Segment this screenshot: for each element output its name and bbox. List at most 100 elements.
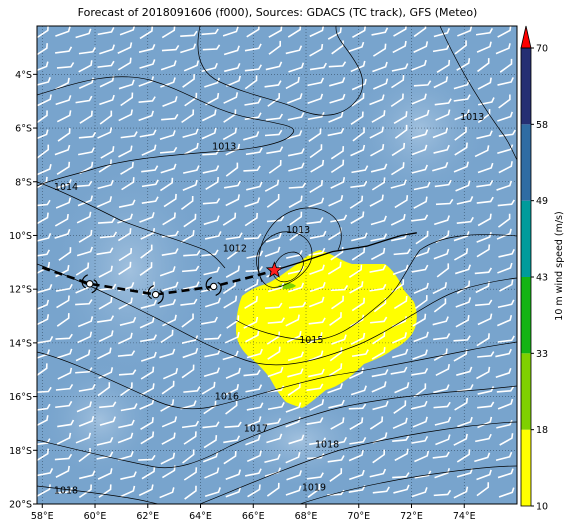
wind-barb xyxy=(499,58,513,73)
isobar-label: 1017 xyxy=(244,423,268,434)
wind-barb xyxy=(141,179,159,188)
wind-barb xyxy=(55,46,73,54)
wind-barb xyxy=(288,182,307,189)
wind-barb xyxy=(204,231,222,240)
wind-barb xyxy=(350,332,366,345)
colorbar-tick-label: 49 xyxy=(536,196,548,207)
lat-tick-label: 12°S xyxy=(9,285,32,296)
wind-barb xyxy=(55,465,71,478)
wind-barb xyxy=(454,109,470,121)
wind-barb xyxy=(477,77,492,90)
wind-barb xyxy=(161,416,178,428)
wind-barb xyxy=(477,313,493,326)
wind-barb xyxy=(138,484,154,497)
lat-tick-label: 10°S xyxy=(9,231,32,242)
wind-barb xyxy=(97,179,114,190)
wind-barb xyxy=(78,47,96,55)
wind-barb xyxy=(37,386,52,394)
wind-barb xyxy=(75,262,90,276)
wind-barb xyxy=(37,94,52,107)
wind-barb xyxy=(244,43,262,52)
wind-barb xyxy=(498,161,513,174)
lon-tick-label: 60°E xyxy=(84,511,107,522)
wind-barb xyxy=(370,233,388,242)
current-position-star xyxy=(265,261,284,278)
wind-barb xyxy=(373,78,389,90)
wind-barb xyxy=(306,417,324,425)
wind-barb xyxy=(349,436,367,445)
wind-barb xyxy=(309,230,327,240)
wind-barb xyxy=(497,213,511,228)
wind-barb xyxy=(309,264,325,275)
wind-barb xyxy=(288,162,305,172)
wind-barb xyxy=(140,227,156,240)
wind-barb xyxy=(226,245,240,260)
wind-barb xyxy=(223,45,240,56)
wind-barb xyxy=(99,44,116,55)
wind-barb xyxy=(352,26,367,39)
wind-barb xyxy=(161,248,179,257)
wind-barb xyxy=(140,351,157,362)
isobar-label: 1018 xyxy=(315,440,339,451)
wind-barb xyxy=(391,75,405,89)
wind-barb xyxy=(497,335,515,343)
wind-barb xyxy=(268,40,282,55)
wind-barb xyxy=(391,348,409,359)
wind-barb xyxy=(433,401,451,409)
wind-barb xyxy=(224,331,240,344)
colorbar-tick-label: 10 xyxy=(536,502,548,513)
wind-barb xyxy=(331,295,344,310)
wind-barb xyxy=(392,332,407,344)
wind-barb xyxy=(393,26,408,37)
wind-barb xyxy=(477,162,494,174)
wind-barb xyxy=(37,261,51,275)
wind-barb xyxy=(348,485,366,493)
wind-barb xyxy=(475,27,494,36)
longitude-ticks: 58°E 60°E 62°E 64°E 66°E 68°E 70°E 72°E 74°E xyxy=(31,504,476,522)
wind-barb xyxy=(225,162,239,177)
wind-barb xyxy=(306,383,324,392)
wind-barb xyxy=(223,92,239,104)
wind-barb xyxy=(183,386,201,393)
wind-barb xyxy=(57,367,73,380)
wind-barb xyxy=(267,385,285,393)
wind-barb xyxy=(76,246,94,257)
colorbar-segment xyxy=(521,48,531,125)
wind-barb xyxy=(267,317,286,324)
wind-barb xyxy=(226,315,240,329)
wind-barb xyxy=(141,165,159,173)
wind-barb xyxy=(306,472,324,480)
wind-barb xyxy=(183,250,201,257)
wind-barb xyxy=(55,77,70,90)
wind-barb xyxy=(327,27,342,40)
wind-barb xyxy=(160,60,177,71)
wind-barb xyxy=(309,180,324,194)
wind-barb xyxy=(264,80,282,88)
wind-barb xyxy=(117,228,132,242)
wind-barb xyxy=(96,451,114,460)
wind-barb xyxy=(57,128,71,142)
wind-barb xyxy=(308,247,326,257)
wind-barb xyxy=(183,431,197,445)
wind-barb xyxy=(245,434,261,446)
wind-barb xyxy=(456,280,471,294)
wind-barb xyxy=(330,214,348,223)
wind-barb xyxy=(245,384,263,393)
wind-barb xyxy=(37,212,49,226)
wind-barb xyxy=(180,195,194,210)
wind-barb xyxy=(140,244,153,259)
wind-barb xyxy=(97,60,115,68)
wind-barb xyxy=(97,127,113,139)
wind-barb xyxy=(413,196,428,209)
wind-barb xyxy=(77,316,94,328)
wind-barb xyxy=(117,432,134,444)
wind-barb xyxy=(372,432,388,444)
wind-barb xyxy=(412,313,427,327)
lat-tick-label: 20°S xyxy=(9,500,32,511)
wind-barb xyxy=(182,165,200,174)
wind-barb xyxy=(288,434,305,445)
wind-barb xyxy=(163,368,179,380)
wind-barb xyxy=(497,26,512,38)
wind-barb xyxy=(159,487,175,499)
